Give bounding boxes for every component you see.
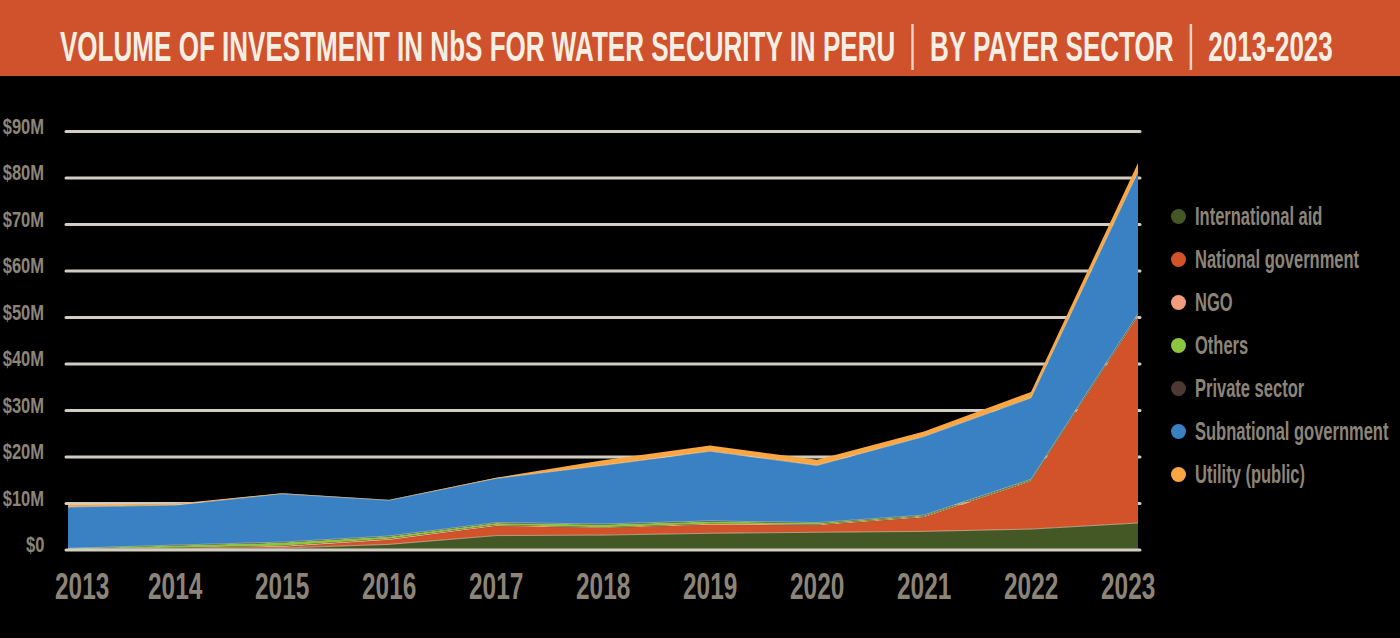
title-banner: VOLUME OF INVESTMENT IN NbS FOR WATER SE… bbox=[0, 0, 1400, 76]
legend-swatch-icon bbox=[1171, 295, 1186, 310]
title-part-period: 2013-2023 bbox=[1208, 23, 1333, 71]
legend-item: National government bbox=[1171, 238, 1400, 281]
legend-item: Subnational government bbox=[1171, 410, 1400, 453]
y-tick-label: $60M bbox=[0, 255, 44, 277]
y-tick-label: $30M bbox=[0, 395, 44, 417]
y-tick-label: $20M bbox=[0, 441, 44, 463]
area-subnational-government bbox=[68, 172, 1138, 548]
legend: International aid National government NGO O… bbox=[1171, 195, 1400, 496]
legend-swatch-icon bbox=[1171, 467, 1186, 482]
legend-item: NGO bbox=[1171, 281, 1400, 324]
legend-item: International aid bbox=[1171, 195, 1400, 238]
y-tick-label: $90M bbox=[0, 116, 44, 138]
title-part-grouping: BY PAYER SECTOR bbox=[930, 23, 1174, 71]
title-part-subject: VOLUME OF INVESTMENT IN NbS FOR WATER SE… bbox=[60, 23, 895, 71]
legend-swatch-icon bbox=[1171, 338, 1186, 353]
y-tick-label: $50M bbox=[0, 302, 44, 324]
legend-swatch-icon bbox=[1171, 424, 1186, 439]
y-tick-label: $0 bbox=[0, 534, 44, 556]
legend-label: NGO bbox=[1195, 288, 1252, 317]
page-title: VOLUME OF INVESTMENT IN NbS FOR WATER SE… bbox=[60, 22, 1400, 72]
legend-label: International aid bbox=[1195, 202, 1388, 231]
legend-swatch-icon bbox=[1171, 252, 1186, 267]
y-tick-label: $80M bbox=[0, 162, 44, 184]
title-separator bbox=[911, 24, 913, 70]
y-tick-label: $70M bbox=[0, 209, 44, 231]
x-tick-label: 2023 bbox=[1058, 572, 1198, 602]
legend-label: National government bbox=[1195, 245, 1400, 274]
legend-swatch-icon bbox=[1171, 381, 1186, 396]
legend-label: Utility (public) bbox=[1195, 460, 1362, 489]
y-tick-label: $40M bbox=[0, 348, 44, 370]
legend-label: Others bbox=[1195, 331, 1276, 360]
legend-item: Others bbox=[1171, 324, 1400, 367]
y-tick-label: $10M bbox=[0, 488, 44, 510]
legend-item: Private sector bbox=[1171, 367, 1400, 410]
legend-swatch-icon bbox=[1171, 209, 1186, 224]
legend-label: Subnational government bbox=[1195, 417, 1400, 446]
legend-item: Utility (public) bbox=[1171, 453, 1400, 496]
legend-label: Private sector bbox=[1195, 374, 1360, 403]
title-separator bbox=[1190, 24, 1192, 70]
